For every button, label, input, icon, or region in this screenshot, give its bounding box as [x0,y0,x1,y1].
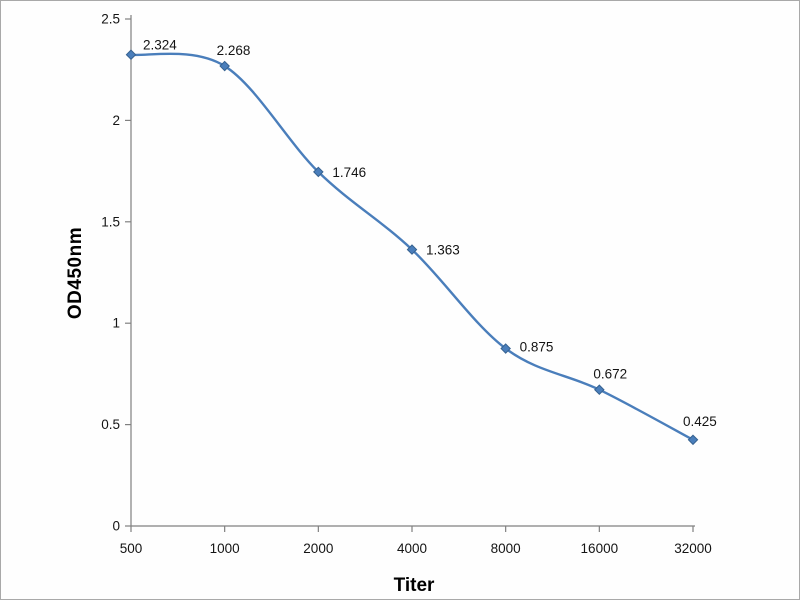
data-point-marker [500,343,511,354]
x-tick-label: 500 [120,541,143,556]
data-point-label: 1.363 [426,243,460,258]
y-tick-label: 2.5 [101,12,120,27]
data-point-label: 2.268 [217,43,251,58]
y-tick-label: 1 [112,316,120,331]
data-point-marker [687,434,699,446]
x-tick-label: 8000 [491,541,521,556]
x-tick-label: 16000 [581,541,619,556]
x-tick-label: 32000 [674,541,712,556]
y-axis-title: OD450nm [65,226,86,320]
x-axis-title: Titer [393,575,435,596]
data-point-label: 1.746 [332,165,366,180]
y-tick-label: 0 [112,519,120,534]
data-point-marker [594,384,605,396]
data-point-marker [406,244,418,255]
x-tick-label: 4000 [397,541,427,556]
x-tick-label: 2000 [303,541,333,556]
y-tick-label: 2 [112,113,120,128]
data-point-marker [313,166,324,178]
data-point-label: 2.324 [143,38,177,53]
x-tick-label: 1000 [210,541,240,556]
data-point-label: 0.875 [520,340,554,355]
data-point-label: 0.425 [683,414,717,429]
data-point-label: 0.672 [593,367,627,382]
data-point-marker [125,49,137,60]
y-tick-label: 0.5 [101,417,120,432]
data-point-marker [219,60,230,72]
y-tick-label: 1.5 [101,214,120,229]
